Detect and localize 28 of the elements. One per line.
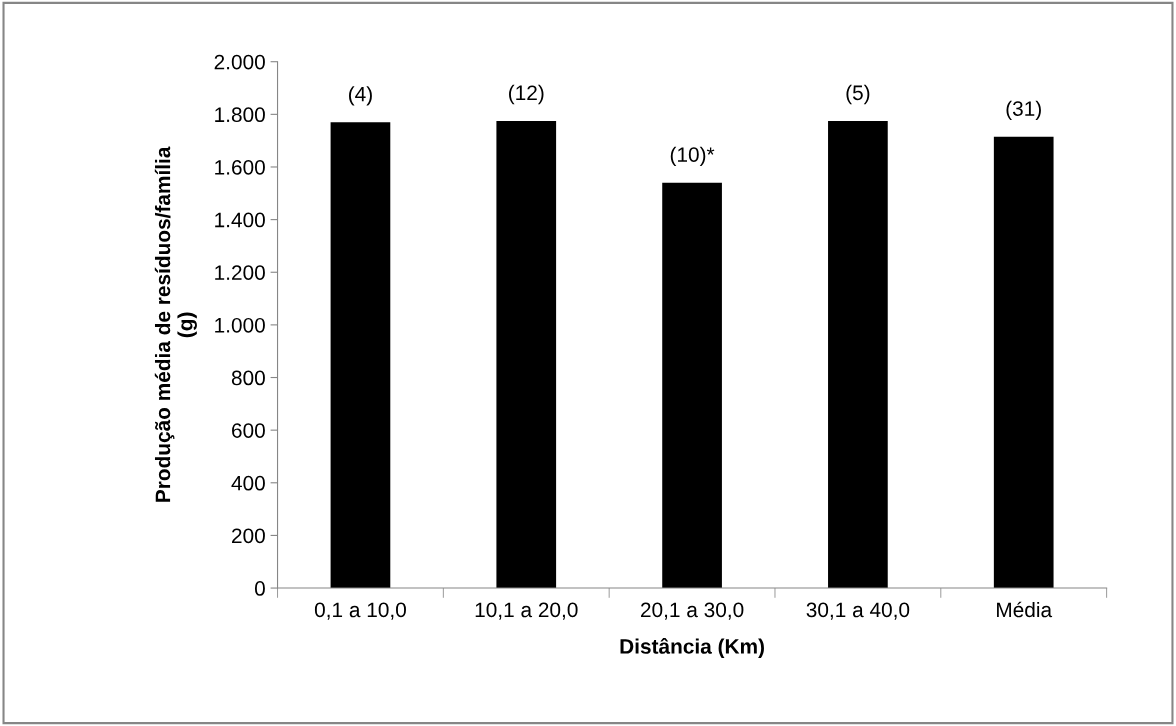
y-tick-label: 1.600	[215, 159, 265, 175]
x-tick-label: 10,1 a 20,0	[475, 602, 578, 620]
y-tick-label: 1.400	[215, 212, 265, 228]
x-tick-label: 0,1 a 10,0	[314, 602, 406, 620]
y-tick-label: 1.000	[215, 317, 265, 333]
annotation: (31)	[1006, 100, 1041, 121]
x-tick-label: 30,1 a 40,0	[806, 602, 910, 620]
annotation: (4)	[349, 86, 372, 106]
y-tick-label: 1.200	[215, 265, 265, 280]
bar	[828, 120, 888, 589]
y-tick-label: 0	[254, 581, 265, 596]
annotation: (5)	[846, 84, 870, 105]
bar	[496, 120, 557, 589]
y-tick-label: 400	[231, 475, 265, 491]
annotation: (12)	[509, 84, 544, 105]
y-tick-label: 1.800	[215, 107, 265, 123]
bar	[662, 182, 722, 589]
y-tick-label: 600	[232, 423, 265, 438]
x-tick-label: Média	[997, 601, 1053, 618]
annotation: (10)*	[670, 146, 715, 167]
y-tick-label: 800	[231, 370, 265, 386]
y-axis-title: Produção média de resíduos/família (g)	[154, 146, 197, 502]
x-tick-label: 20,1 a 30,0	[641, 602, 744, 620]
x-axis-title: Distância (Km)	[620, 638, 764, 658]
y-tick-label: 200	[232, 528, 265, 544]
bar	[993, 136, 1054, 589]
y-tick-label: 2.000	[214, 54, 265, 70]
bar	[330, 122, 391, 589]
